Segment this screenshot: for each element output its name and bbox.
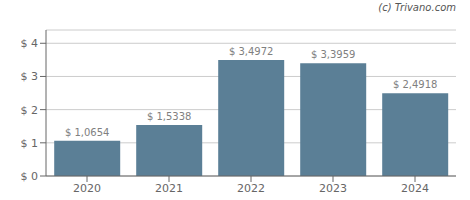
svg-text:$ 3,3959: $ 3,3959 xyxy=(311,49,356,60)
svg-text:2022: 2022 xyxy=(237,182,265,195)
svg-text:2024: 2024 xyxy=(401,182,429,195)
svg-text:$ 1,5338: $ 1,5338 xyxy=(147,111,192,122)
svg-text:$ 0: $ 0 xyxy=(21,170,39,183)
html-text:(c) Trivano.com: (c) Trivano.com xyxy=(378,2,456,13)
svg-text:2021: 2021 xyxy=(155,182,183,195)
svg-text:2020: 2020 xyxy=(73,182,101,195)
svg-text:$ 3: $ 3 xyxy=(21,70,39,83)
svg-text:$ 1: $ 1 xyxy=(21,137,39,150)
svg-text:$ 3,4972: $ 3,4972 xyxy=(229,46,274,57)
svg-text:$ 4: $ 4 xyxy=(21,37,39,50)
svg-text:2023: 2023 xyxy=(319,182,347,195)
svg-text:$ 1,0654: $ 1,0654 xyxy=(65,127,110,138)
svg-text:$ 2,4918: $ 2,4918 xyxy=(393,79,438,90)
svg-text:$ 2: $ 2 xyxy=(21,104,39,117)
